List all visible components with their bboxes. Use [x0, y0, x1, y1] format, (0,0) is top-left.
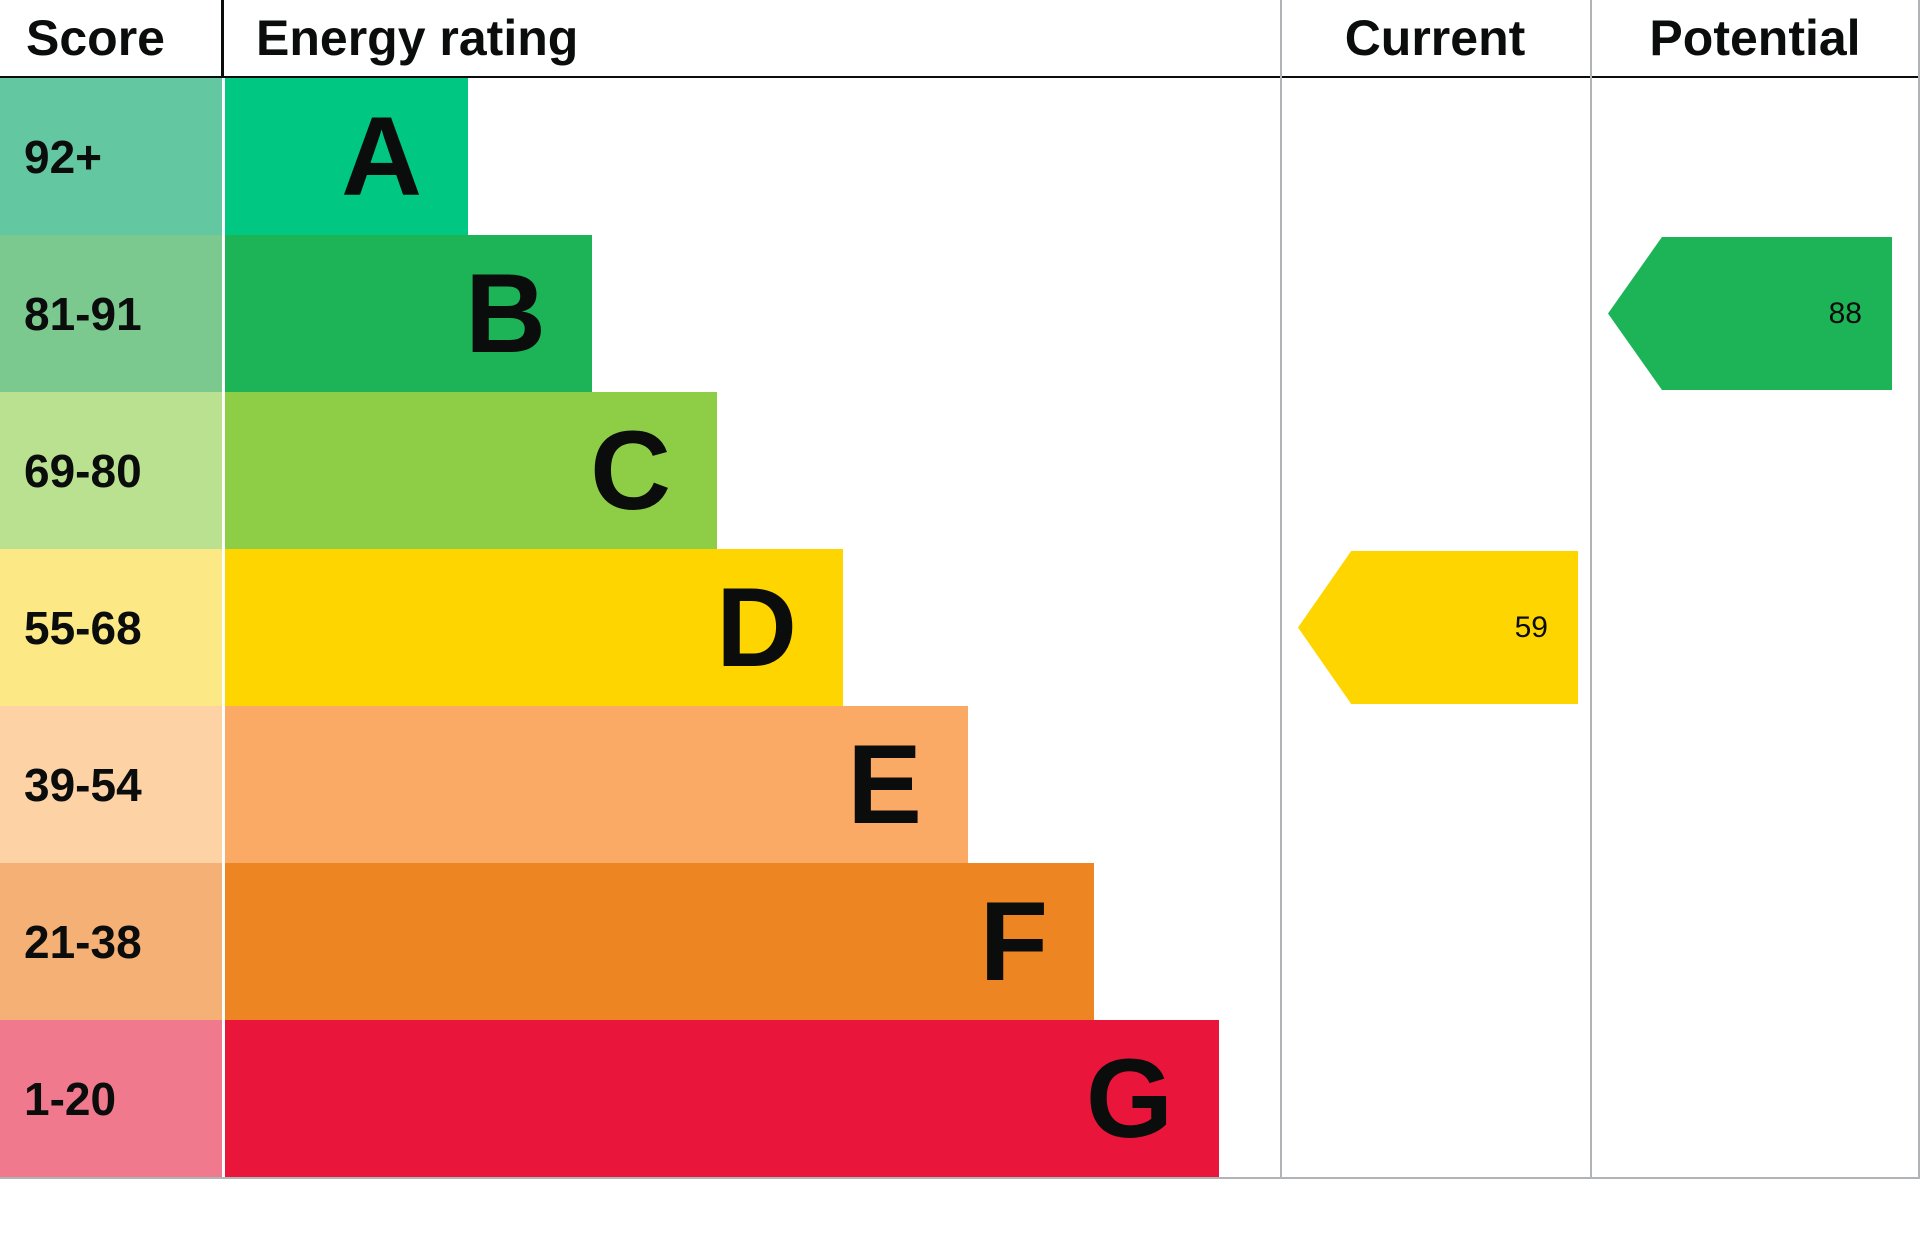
band-row-b: 81-91 B — [0, 235, 1280, 392]
band-letter-f: F — [979, 878, 1048, 1004]
band-row-a: 92+ A — [0, 78, 1280, 235]
rating-bar-c: C — [225, 392, 717, 549]
header-underline — [0, 76, 1920, 78]
bottom-border — [0, 1177, 1920, 1179]
rating-bar-a: A — [225, 78, 468, 235]
score-header-divider — [221, 0, 224, 76]
rating-bar-e: E — [225, 706, 968, 863]
band-row-e: 39-54 E — [0, 706, 1280, 863]
potential-rating-arrow: 88 — [1608, 237, 1892, 390]
score-cell-d: 55-68 — [0, 549, 222, 706]
right-edge-border — [1918, 0, 1920, 1179]
rating-bar-b: B — [225, 235, 592, 392]
band-row-c: 69-80 C — [0, 392, 1280, 549]
band-letter-c: C — [590, 407, 671, 533]
current-column-divider — [1280, 0, 1282, 1179]
potential-header: Potential — [1649, 10, 1861, 66]
current-header: Current — [1344, 10, 1526, 66]
score-cell-c: 69-80 — [0, 392, 222, 549]
header-row: Score Energy rating Current Potential — [0, 0, 1920, 78]
rating-bar-d: D — [225, 549, 843, 706]
band-letter-d: D — [716, 564, 797, 690]
band-letter-g: G — [1085, 1035, 1173, 1161]
current-rating-value: 59 — [1514, 610, 1548, 644]
score-cell-e: 39-54 — [0, 706, 222, 863]
rating-bar-f: F — [225, 863, 1094, 1020]
energy-rating-header: Energy rating — [256, 10, 579, 66]
band-row-d: 55-68 D — [0, 549, 1280, 706]
band-letter-a: A — [341, 93, 422, 219]
potential-column-divider — [1590, 0, 1592, 1179]
score-cell-a: 92+ — [0, 78, 222, 235]
score-header: Score — [26, 10, 165, 66]
band-row-f: 21-38 F — [0, 863, 1280, 1020]
rating-bar-g: G — [225, 1020, 1219, 1177]
score-cell-f: 21-38 — [0, 863, 222, 1020]
score-cell-g: 1-20 — [0, 1020, 222, 1177]
band-row-g: 1-20 G — [0, 1020, 1280, 1177]
band-letter-e: E — [847, 721, 922, 847]
score-cell-b: 81-91 — [0, 235, 222, 392]
potential-rating-value: 88 — [1828, 296, 1862, 330]
band-letter-b: B — [465, 250, 546, 376]
current-rating-arrow: 59 — [1298, 551, 1578, 704]
band-rows: 92+ A 81-91 B 69-80 C 55-68 D 39-54 — [0, 78, 1280, 1177]
